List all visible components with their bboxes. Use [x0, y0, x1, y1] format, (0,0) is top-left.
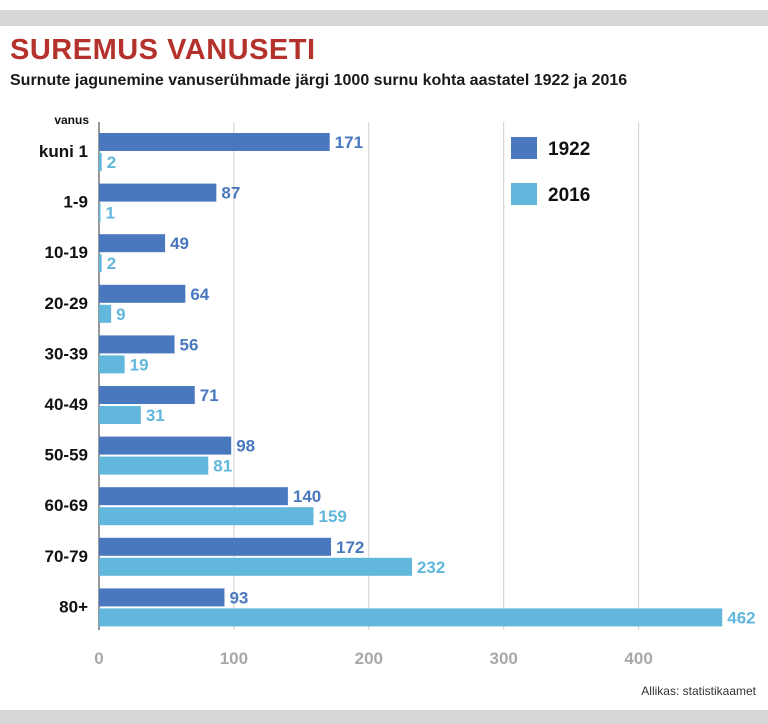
bar-1922-5 — [99, 386, 195, 404]
bar-2016-3 — [99, 304, 112, 323]
bottom-divider-bar — [0, 710, 768, 724]
bars — [99, 133, 723, 627]
value-label-2016-0: 2 — [107, 153, 116, 172]
legend-swatch-1922 — [511, 137, 537, 159]
labels: 0 100 200 300 400 vanus kuni 1 171 2 1-9 87 1 10-19 4… — [39, 113, 756, 668]
bar-2016-4 — [99, 355, 125, 374]
bar-1922-3 — [99, 284, 186, 303]
value-label-2016-6: 81 — [213, 457, 232, 476]
legend-label-1922: 1922 — [548, 139, 590, 160]
category-label-0: kuni 1 — [39, 142, 88, 161]
legend-label-2016: 2016 — [548, 185, 590, 206]
y-axis-title: vanus — [54, 113, 89, 127]
value-label-1922-5: 71 — [200, 386, 219, 405]
bar-1922-7 — [99, 487, 288, 506]
value-label-1922-1: 87 — [221, 184, 240, 203]
value-label-1922-3: 64 — [190, 285, 209, 304]
bar-2016-5 — [99, 406, 141, 424]
x-tick-label-0: 0 — [94, 649, 103, 668]
bar-1922-8 — [99, 537, 332, 556]
value-label-1922-9: 93 — [229, 588, 248, 607]
bar-2016-7 — [99, 507, 314, 526]
bar-2016-1 — [99, 203, 101, 222]
category-label-5: 40-49 — [45, 395, 88, 414]
source-note: Allikas: statistikaamet — [641, 684, 756, 698]
legend-swatch-2016 — [511, 183, 537, 205]
category-label-3: 20-29 — [45, 294, 88, 313]
bar-2016-9 — [99, 608, 723, 627]
chart-subtitle: Surnute jagunemine vanuserühmade järgi 1… — [10, 72, 628, 89]
value-label-2016-9: 462 — [727, 608, 755, 627]
bar-1922-9 — [99, 588, 225, 607]
x-tick-label-200: 200 — [355, 649, 383, 668]
value-label-2016-3: 9 — [116, 305, 125, 324]
bar-1922-6 — [99, 436, 232, 455]
value-label-2016-1: 1 — [106, 204, 115, 223]
value-label-1922-7: 140 — [293, 487, 321, 506]
bar-2016-0 — [99, 153, 102, 171]
x-tick-label-400: 400 — [624, 649, 652, 668]
bar-1922-4 — [99, 335, 175, 354]
bar-2016-6 — [99, 456, 209, 475]
bar-1922-0 — [99, 133, 330, 151]
value-label-2016-4: 19 — [130, 355, 149, 374]
category-label-9: 80+ — [59, 597, 88, 616]
bar-1922-1 — [99, 183, 217, 202]
category-label-8: 70-79 — [45, 547, 88, 566]
top-divider-bar — [0, 10, 768, 26]
value-label-1922-4: 56 — [180, 335, 199, 354]
value-label-1922-0: 171 — [335, 133, 363, 152]
category-label-7: 60-69 — [45, 496, 88, 515]
category-label-1: 1-9 — [63, 193, 88, 212]
category-label-6: 50-59 — [45, 446, 88, 465]
bar-1922-2 — [99, 234, 166, 253]
value-label-1922-6: 98 — [236, 437, 255, 456]
category-label-2: 10-19 — [45, 243, 88, 262]
bar-2016-8 — [99, 557, 412, 576]
value-label-2016-8: 232 — [417, 558, 445, 577]
x-tick-label-100: 100 — [220, 649, 248, 668]
value-label-2016-7: 159 — [318, 507, 346, 526]
value-label-2016-2: 2 — [107, 254, 116, 273]
value-label-2016-5: 31 — [146, 406, 165, 425]
legend: 1922 2016 — [511, 137, 590, 206]
x-tick-label-300: 300 — [490, 649, 518, 668]
category-label-4: 30-39 — [45, 344, 88, 363]
value-label-1922-8: 172 — [336, 538, 364, 557]
value-label-1922-2: 49 — [170, 234, 189, 253]
bar-2016-2 — [99, 254, 102, 273]
chart-title: SUREMUS VANUSETI — [10, 34, 316, 66]
